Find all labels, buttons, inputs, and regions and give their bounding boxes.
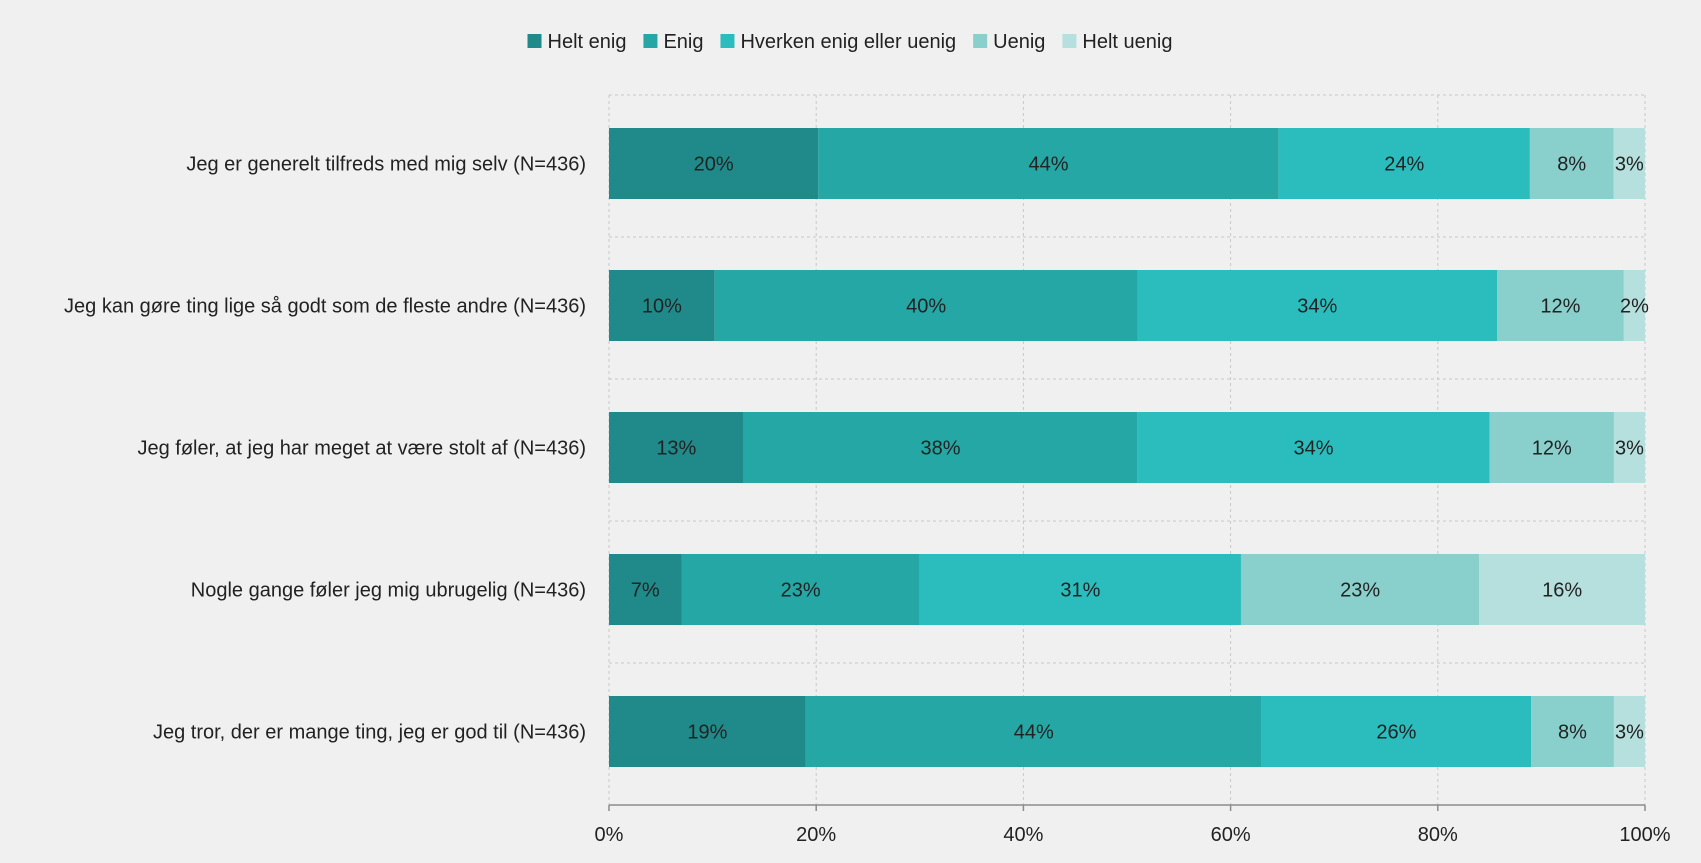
bar-segment <box>1489 412 1614 483</box>
bar-segment <box>1137 270 1497 341</box>
data-label: 44% <box>1028 154 1068 176</box>
data-label: 2% <box>1620 296 1649 318</box>
x-axis: 0% 20% 40% 60% 80% 100% <box>595 804 1671 846</box>
bar-segment <box>609 270 715 341</box>
data-label: 19% <box>687 722 727 744</box>
data-label: 40% <box>906 296 946 318</box>
data-label: 13% <box>656 438 696 460</box>
bar-segment <box>609 412 744 483</box>
bar-segment <box>609 696 806 767</box>
category-label: Jeg er generelt tilfreds med mig selv (N… <box>186 154 586 176</box>
legend-swatch <box>720 34 735 48</box>
legend-label: Enig <box>663 31 703 53</box>
bars-layer: 20% 44% 24% 8% 3% 10% 40% 34% 12% 2% 13% 38% 34% 12% 3… <box>609 128 1649 767</box>
x-tick-label: 60% <box>1211 824 1251 846</box>
data-label: 10% <box>642 296 682 318</box>
bar-segment <box>1623 270 1645 341</box>
data-label: 16% <box>1542 580 1582 602</box>
legend-swatch <box>527 34 542 48</box>
x-tick-label: 0% <box>595 824 624 846</box>
data-label: 44% <box>1014 722 1054 744</box>
bar-segment <box>1240 554 1480 625</box>
data-label: 7% <box>631 580 660 602</box>
bar-segment <box>1278 128 1530 199</box>
x-tick-label: 40% <box>1003 824 1043 846</box>
data-label: 38% <box>921 438 961 460</box>
category-label: Jeg tror, der er mange ting, jeg er god … <box>153 722 586 744</box>
data-label: 24% <box>1384 154 1424 176</box>
data-label: 23% <box>781 580 821 602</box>
bar-segment <box>1137 412 1490 483</box>
data-label: 8% <box>1558 722 1587 744</box>
category-label: Nogle gange føler jeg mig ubrugelig (N=4… <box>191 580 586 602</box>
bar-segment <box>1531 696 1614 767</box>
legend-label: Helt enig <box>548 31 627 53</box>
bar-segment <box>743 412 1138 483</box>
data-label: 12% <box>1532 438 1572 460</box>
data-label: 31% <box>1060 580 1100 602</box>
legend-label: Helt uenig <box>1082 31 1172 53</box>
data-label: 20% <box>694 154 734 176</box>
bar-segment <box>1497 270 1624 341</box>
legend-label: Hverken enig eller uenig <box>740 31 956 53</box>
bar-segment <box>609 128 819 199</box>
bar-segment <box>1261 696 1532 767</box>
category-label: Jeg føler, at jeg har meget at være stol… <box>137 438 586 460</box>
bar-segment <box>714 270 1138 341</box>
bar-segment <box>818 128 1279 199</box>
bar-segment <box>1613 128 1645 199</box>
bar-segment <box>805 696 1262 767</box>
bar-segment <box>609 554 682 625</box>
bar-segment <box>1479 554 1645 625</box>
data-label: 34% <box>1293 438 1333 460</box>
x-tick-label: 20% <box>796 824 836 846</box>
bar-segment <box>1529 128 1614 199</box>
legend-swatch <box>1062 34 1077 48</box>
data-label: 34% <box>1297 296 1337 318</box>
data-label: 26% <box>1376 722 1416 744</box>
data-label: 3% <box>1615 438 1644 460</box>
legend-swatch <box>643 34 658 48</box>
legend: Helt enig Enig Hverken enig eller uenig Uen… <box>527 31 1172 53</box>
bar-segment <box>1613 696 1645 767</box>
data-label: 3% <box>1615 154 1644 176</box>
data-label: 23% <box>1340 580 1380 602</box>
data-label: 12% <box>1540 296 1580 318</box>
bar-segment <box>919 554 1241 625</box>
category-label: Jeg kan gøre ting lige så godt som de fl… <box>64 296 586 318</box>
x-tick-label: 80% <box>1418 824 1458 846</box>
x-tick-label: 100% <box>1619 824 1670 846</box>
data-label: 8% <box>1557 154 1586 176</box>
data-label: 3% <box>1615 722 1644 744</box>
category-labels: Jeg er generelt tilfreds med mig selv (N… <box>64 154 586 744</box>
legend-label: Uenig <box>993 31 1045 53</box>
bar-segment <box>681 554 920 625</box>
legend-swatch <box>973 34 988 48</box>
bar-segment <box>1613 412 1645 483</box>
